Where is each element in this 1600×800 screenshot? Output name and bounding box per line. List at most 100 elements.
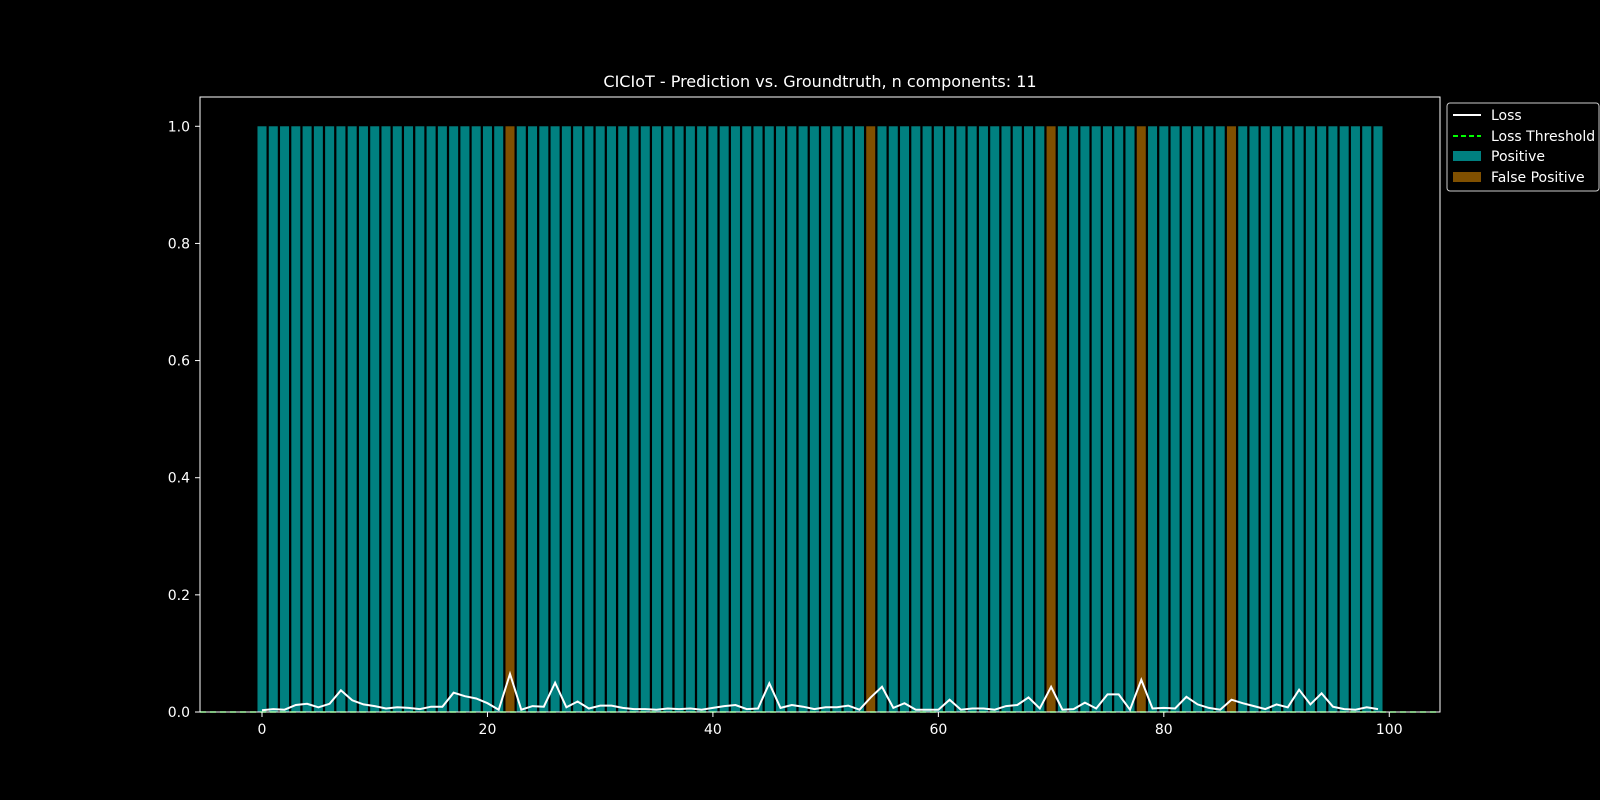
loss-line <box>261 670 1379 712</box>
positive-bar <box>1283 126 1293 713</box>
positive-bar <box>629 126 639 713</box>
positive-bar <box>1215 126 1225 713</box>
x-tick-label: 100 <box>1376 722 1403 738</box>
positive-bar <box>1294 126 1304 713</box>
positive-bar <box>753 126 763 713</box>
positive-bar <box>573 126 583 713</box>
positive-bar <box>516 126 526 713</box>
positive-bar <box>313 126 323 713</box>
positive-bar <box>302 126 312 713</box>
positive-bar <box>809 126 819 713</box>
x-tick-label: 0 <box>258 722 267 738</box>
positive-bar <box>1272 126 1282 713</box>
bars-group <box>257 126 1383 713</box>
positive-bar <box>1114 126 1124 713</box>
legend-false-positive-label: False Positive <box>1491 170 1585 186</box>
y-tick-label: 0.8 <box>168 236 190 252</box>
positive-bar <box>1091 126 1101 713</box>
y-tick-label: 0.4 <box>168 471 190 487</box>
y-tick-label: 1.0 <box>168 119 190 135</box>
positive-bar <box>1260 126 1270 713</box>
legend-positive-label: Positive <box>1491 149 1545 165</box>
legend-false-positive-swatch <box>1453 172 1481 182</box>
positive-bar <box>764 126 774 713</box>
positive-bar <box>257 126 267 713</box>
positive-bar <box>832 126 842 713</box>
false-positive-bar <box>866 126 876 713</box>
positive-bar <box>719 126 729 713</box>
positive-bar <box>674 126 684 713</box>
positive-bar <box>358 126 368 713</box>
legend: Loss Loss Threshold Positive False Posit… <box>1446 102 1600 192</box>
positive-bar <box>482 126 492 713</box>
positive-bar <box>1001 126 1011 713</box>
positive-bar <box>1159 126 1169 713</box>
legend-threshold-label: Loss Threshold <box>1491 129 1595 145</box>
positive-bar <box>550 126 560 713</box>
positive-bar <box>1373 126 1383 713</box>
positive-bar <box>1249 126 1259 713</box>
positive-bar <box>945 126 955 713</box>
positive-bar <box>325 126 335 713</box>
positive-bar <box>1148 126 1158 713</box>
false-positive-bar <box>1136 126 1146 713</box>
positive-bar <box>1193 126 1203 713</box>
positive-bar <box>787 126 797 713</box>
positive-bar <box>730 126 740 713</box>
positive-bar <box>1170 126 1180 713</box>
positive-bar <box>888 126 898 713</box>
positive-bar <box>1057 126 1067 713</box>
positive-bar <box>798 126 808 713</box>
positive-bar <box>280 126 290 713</box>
chart-title: CICIoT - Prediction vs. Groundtruth, n c… <box>603 72 1036 91</box>
positive-bar <box>1339 126 1349 713</box>
positive-bar <box>742 126 752 713</box>
positive-bar <box>1024 126 1034 713</box>
x-tick-label: 60 <box>929 722 947 738</box>
positive-bar <box>956 126 966 713</box>
y-tick-label: 0.0 <box>168 705 190 721</box>
positive-bar <box>663 126 673 713</box>
x-tick-label: 20 <box>479 722 497 738</box>
positive-bar <box>877 126 887 713</box>
positive-bar <box>1238 126 1248 713</box>
positive-bar <box>933 126 943 713</box>
ticks-group: 0 20 40 60 80 100 0.0 0.2 0.4 0.6 0.8 1.0 <box>168 119 1403 738</box>
positive-bar <box>370 126 380 713</box>
positive-bar <box>415 126 425 713</box>
positive-bar <box>922 126 932 713</box>
positive-bar <box>1204 126 1214 713</box>
positive-bar <box>1069 126 1079 713</box>
positive-bar <box>911 126 921 713</box>
positive-bar <box>471 126 481 713</box>
positive-bar <box>708 126 718 713</box>
positive-bar <box>460 126 470 713</box>
positive-bar <box>1181 126 1191 713</box>
false-positive-bar <box>505 126 515 713</box>
positive-bar <box>539 126 549 713</box>
positive-bar <box>392 126 402 713</box>
positive-bar <box>1328 126 1338 713</box>
positive-bar <box>584 126 594 713</box>
positive-bar <box>1035 126 1045 713</box>
positive-bar <box>347 126 357 713</box>
positive-bar <box>843 126 853 713</box>
positive-bar <box>618 126 628 713</box>
positive-bar <box>1305 126 1315 713</box>
positive-bar <box>990 126 1000 713</box>
legend-positive-swatch <box>1453 151 1481 161</box>
positive-bar <box>652 126 662 713</box>
y-tick-label: 0.2 <box>168 588 190 604</box>
positive-bar <box>494 126 504 713</box>
positive-bar <box>291 126 301 713</box>
positive-bar <box>528 126 538 713</box>
positive-bar <box>978 126 988 713</box>
positive-bar <box>437 126 447 713</box>
positive-bar <box>381 126 391 713</box>
positive-bar <box>685 126 695 713</box>
positive-bar <box>1125 126 1135 713</box>
legend-box <box>1446 102 1600 192</box>
positive-bar <box>697 126 707 713</box>
positive-bar <box>900 126 910 713</box>
